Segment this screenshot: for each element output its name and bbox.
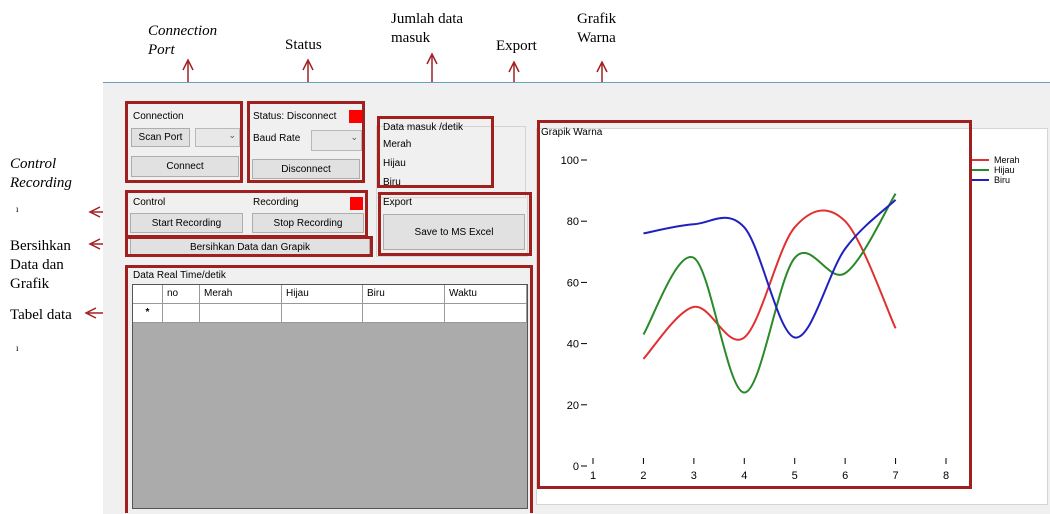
legend-label-biru: Biru: [994, 175, 1010, 185]
chart-highlight: [537, 120, 972, 489]
annotation-grafik-warna: Grafik Warna: [577, 11, 617, 46]
clear-highlight: [125, 236, 373, 257]
baud-rate-label: Baud Rate: [253, 133, 301, 144]
series-line-hijau: [642, 193, 897, 394]
annotation-tick-2: ı: [16, 343, 19, 353]
annotation-jumlah-data: Jumlah data masuk: [391, 11, 464, 46]
legend-label-hijau: Hijau: [994, 165, 1015, 175]
grid-header-no[interactable]: no: [163, 285, 200, 303]
control-label: Control: [133, 197, 166, 208]
annotation-bersihkan: Bersihkan Data dan Grafik: [10, 238, 71, 292]
x-tick-label: 5: [792, 470, 798, 482]
y-tick-label: 60: [567, 277, 579, 289]
series-line-merah: [642, 209, 897, 360]
table-highlight: [125, 265, 533, 513]
stop-recording-button[interactable]: Stop Recording: [252, 213, 364, 233]
series-line-biru: [643, 199, 897, 339]
incoming-groupbox-bg: [376, 126, 526, 198]
table-label: Data Real Time/detik: [133, 270, 226, 281]
x-tick-label: 8: [943, 470, 949, 482]
baud-rate-select[interactable]: ⌄: [311, 130, 362, 151]
recording-label: Recording: [253, 197, 299, 208]
incoming-merah: Merah: [383, 139, 412, 150]
grid-header-corner: [133, 285, 163, 303]
chevron-down-icon: ⌄: [228, 130, 236, 140]
cell-merah[interactable]: [200, 304, 282, 322]
annotation-control-recording: Control Recording: [10, 156, 72, 191]
data-grid[interactable]: no Merah Hijau Biru Waktu *: [132, 284, 528, 509]
control-highlight: [125, 190, 368, 238]
grid-header-hijau[interactable]: Hijau: [282, 285, 363, 303]
status-highlight: [247, 101, 365, 183]
start-recording-button[interactable]: Start Recording: [130, 213, 243, 233]
annotation-tick-1: ı: [16, 204, 19, 214]
x-tick-label: 6: [842, 470, 848, 482]
grid-header-biru[interactable]: Biru: [363, 285, 445, 303]
chart-title: Grapik Warna: [541, 127, 603, 138]
incoming-hijau: Hijau: [383, 158, 406, 169]
grid-header-merah[interactable]: Merah: [200, 285, 282, 303]
disconnect-button[interactable]: Disconnect: [252, 159, 360, 179]
cell-hijau[interactable]: [282, 304, 363, 322]
grid-header-waktu[interactable]: Waktu: [445, 285, 527, 303]
x-tick-label: 4: [741, 470, 747, 482]
scan-port-button[interactable]: Scan Port: [131, 128, 190, 147]
grid-header-row: no Merah Hijau Biru Waktu: [133, 285, 527, 304]
y-tick-label: 0: [573, 461, 579, 473]
table-row[interactable]: *: [133, 304, 527, 323]
connection-highlight: [125, 101, 243, 183]
port-select[interactable]: ⌄: [195, 128, 240, 147]
x-tick-label: 7: [893, 470, 899, 482]
cell-no[interactable]: [163, 304, 200, 322]
incoming-highlight: [377, 116, 494, 188]
status-led: [349, 110, 362, 123]
cell-biru[interactable]: [363, 304, 445, 322]
annotation-status: Status: [285, 37, 322, 53]
incoming-biru: Biru: [383, 177, 401, 188]
connection-label: Connection: [133, 111, 184, 122]
x-tick-label: 3: [691, 470, 697, 482]
x-tick-label: 1: [590, 470, 596, 482]
export-highlight: [378, 192, 532, 256]
incoming-label: Data masuk /detik: [383, 122, 464, 133]
cell-waktu[interactable]: [445, 304, 527, 322]
new-row-marker: *: [133, 304, 163, 322]
recording-led: [350, 197, 363, 210]
y-tick-label: 20: [567, 400, 579, 412]
status-label: Status: Disconnect: [253, 111, 337, 122]
chevron-down-icon: ⌄: [350, 132, 358, 142]
legend-label-merah: Merah: [994, 155, 1020, 165]
save-excel-button[interactable]: Save to MS Excel: [383, 214, 525, 250]
chart-groupbox-bg: [536, 128, 1048, 505]
connect-button[interactable]: Connect: [131, 156, 239, 177]
annotation-connection-port: Connection Port: [148, 23, 218, 58]
annotation-export: Export: [496, 38, 537, 54]
y-tick-label: 80: [567, 216, 579, 228]
x-tick-label: 2: [640, 470, 646, 482]
export-label: Export: [383, 197, 412, 208]
y-tick-label: 100: [561, 155, 579, 167]
y-tick-label: 40: [567, 339, 579, 351]
annotation-tabel-data: Tabel data: [10, 307, 72, 323]
